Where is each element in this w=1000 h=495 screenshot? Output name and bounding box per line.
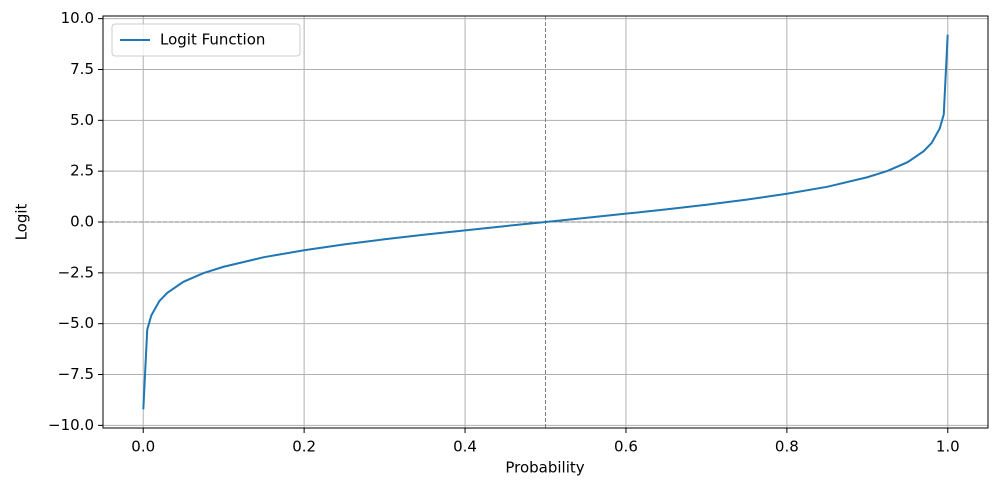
y-tick-label: −2.5 — [58, 263, 94, 281]
legend-box — [111, 23, 301, 57]
y-tick-label: 7.5 — [70, 60, 94, 78]
y-tick-label: −5.0 — [58, 314, 94, 332]
x-tick-label: 0.4 — [453, 438, 477, 456]
line-series — [142, 34, 949, 410]
x-tick-label: 0.8 — [775, 438, 799, 456]
y-tick-label: −7.5 — [58, 365, 94, 383]
y-tick-label: 10.0 — [61, 9, 94, 27]
x-tick-label: 1.0 — [936, 438, 960, 456]
x-tick-label: 0.0 — [131, 438, 155, 456]
y-tick-label: −10.0 — [48, 416, 94, 434]
y-axis-label: Logit — [13, 203, 31, 240]
x-tick-label: 0.6 — [614, 438, 638, 456]
legend-label: Logit Function — [160, 31, 265, 49]
y-tick-label: 2.5 — [70, 162, 94, 180]
x-tick-label: 0.2 — [292, 438, 316, 456]
y-tick-label: 0.0 — [70, 213, 94, 231]
plot-frame — [102, 15, 989, 429]
y-tick-label: 5.0 — [70, 111, 94, 129]
x-axis-label: Probability — [505, 459, 584, 477]
